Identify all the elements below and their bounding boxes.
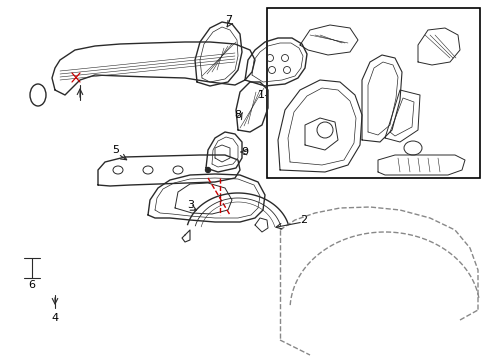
Text: 2: 2: [300, 215, 307, 225]
Text: 6: 6: [28, 280, 36, 290]
Text: 1: 1: [257, 90, 264, 100]
Text: 8: 8: [234, 110, 241, 120]
Text: 4: 4: [51, 313, 59, 323]
Text: 9: 9: [241, 147, 248, 157]
Bar: [266, 8, 479, 178]
Text: 5: 5: [112, 145, 119, 155]
Circle shape: [205, 167, 210, 172]
Text: 7: 7: [225, 15, 232, 25]
Text: 3: 3: [187, 200, 194, 210]
